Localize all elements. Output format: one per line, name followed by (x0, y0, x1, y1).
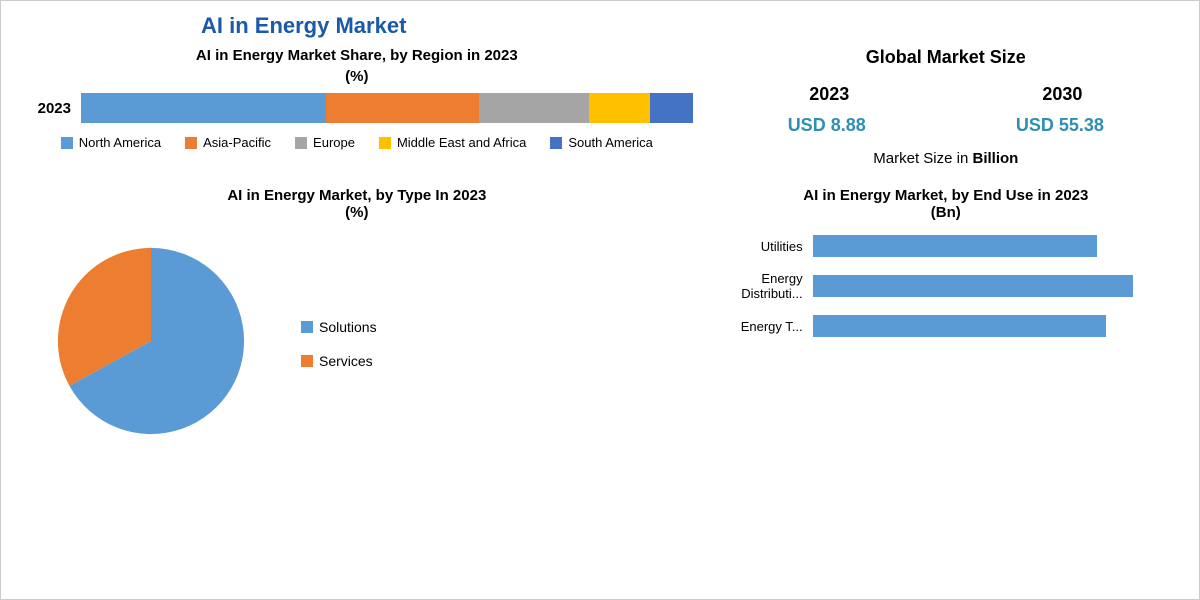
legend-label: Europe (313, 135, 355, 150)
enduse-region: AI in Energy Market, by End Use in 2023 … (693, 167, 1179, 456)
gms-title: Global Market Size (713, 47, 1179, 68)
gms-note: Market Size in Billion (713, 150, 1179, 167)
pie-wrap: Solutions Services (21, 231, 693, 456)
enduse-row: Energy Distributi... (713, 271, 1179, 301)
legend-item: Middle East and Africa (379, 135, 526, 150)
share-chart-unit: (%) (21, 68, 693, 85)
legend-label: Asia-Pacific (203, 135, 271, 150)
pie-region: AI in Energy Market, by Type In 2023 (%)… (21, 167, 693, 456)
enduse-label: Utilities (713, 239, 813, 254)
enduse-unit: (Bn) (713, 204, 1179, 221)
share-chart-region: AI in Energy Market Share, by Region in … (21, 47, 693, 167)
legend-swatch (379, 137, 391, 149)
enduse-bar-track (813, 275, 1179, 297)
gms-values-row: USD 8.88 USD 55.38 (713, 115, 1179, 136)
bottom-row: AI in Energy Market, by Type In 2023 (%)… (21, 167, 1179, 456)
gms-value-1: USD 55.38 (1016, 115, 1104, 136)
pie-legend-item: Solutions (301, 319, 377, 335)
enduse-label: Energy Distributi... (713, 271, 813, 301)
pie-legend-item: Services (301, 353, 377, 369)
gms-year-1: 2030 (1042, 84, 1082, 105)
enduse-row: Utilities (713, 235, 1179, 257)
pie-svg-wrap (21, 231, 281, 456)
share-chart-title: AI in Energy Market Share, by Region in … (21, 47, 693, 64)
legend-item: South America (550, 135, 653, 150)
pie-legend-label: Services (319, 353, 373, 369)
gms-note-prefix: Market Size in (873, 150, 972, 167)
enduse-row: Energy T... (713, 315, 1179, 337)
legend-swatch (301, 321, 313, 333)
gms-year-0: 2023 (809, 84, 849, 105)
enduse-title: AI in Energy Market, by End Use in 2023 (713, 187, 1179, 204)
enduse-bar (813, 315, 1106, 337)
stacked-year-label: 2023 (21, 100, 81, 117)
stacked-bar-wrap: 2023 (21, 93, 693, 123)
pie-legend: Solutions Services (281, 301, 377, 387)
enduse-bar (813, 235, 1097, 257)
main-title: AI in Energy Market (201, 13, 1179, 39)
gms-note-bold: Billion (972, 150, 1018, 167)
enduse-bars: Utilities Energy Distributi... Energy T... (713, 235, 1179, 337)
enduse-bar-track (813, 235, 1179, 257)
enduse-bar-track (813, 315, 1179, 337)
legend-item: North America (61, 135, 161, 150)
legend-label: South America (568, 135, 653, 150)
stacked-segment (650, 93, 693, 123)
enduse-bar (813, 275, 1134, 297)
legend-label: Middle East and Africa (397, 135, 526, 150)
legend-swatch (295, 137, 307, 149)
stacked-bar (81, 93, 693, 123)
gms-years-row: 2023 2030 (713, 84, 1179, 105)
stacked-segment (589, 93, 650, 123)
gms-value-0: USD 8.88 (788, 115, 866, 136)
legend-item: Europe (295, 135, 355, 150)
stacked-segment (479, 93, 589, 123)
pie-unit: (%) (21, 204, 693, 221)
legend-swatch (185, 137, 197, 149)
stacked-segment (81, 93, 326, 123)
share-legend: North America Asia-Pacific Europe Middle Ea… (21, 133, 693, 152)
stacked-segment (326, 93, 479, 123)
top-row: AI in Energy Market Share, by Region in … (21, 47, 1179, 167)
enduse-label: Energy T... (713, 319, 813, 334)
legend-swatch (61, 137, 73, 149)
legend-label: North America (79, 135, 161, 150)
legend-swatch (301, 355, 313, 367)
legend-swatch (550, 137, 562, 149)
pie-title: AI in Energy Market, by Type In 2023 (21, 187, 693, 204)
pie-legend-label: Solutions (319, 319, 377, 335)
pie-chart (21, 231, 281, 451)
global-market-region: Global Market Size 2023 2030 USD 8.88 US… (693, 47, 1179, 167)
legend-item: Asia-Pacific (185, 135, 271, 150)
